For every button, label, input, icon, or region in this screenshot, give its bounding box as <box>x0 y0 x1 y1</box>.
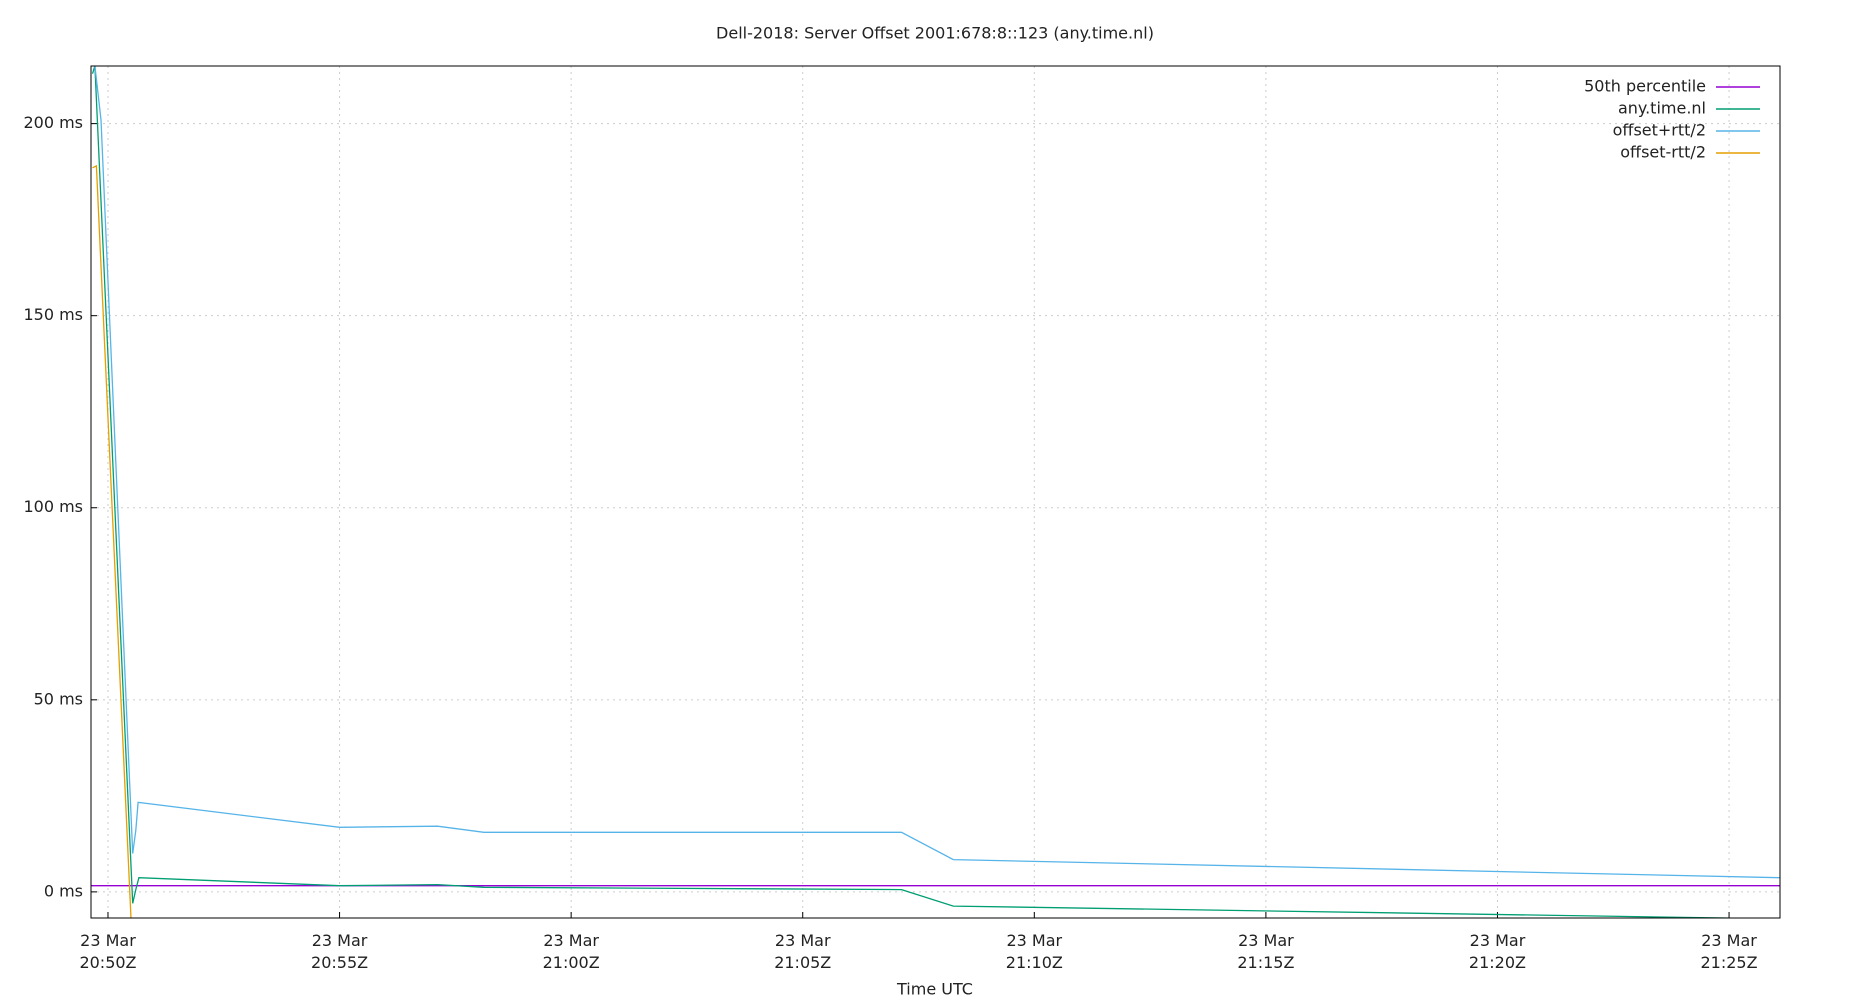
y-tick-label: 50 ms <box>34 689 83 708</box>
x-tick-label: 23 Mar 21:00Z <box>543 931 600 972</box>
x-tick-label: 23 Mar 21:05Z <box>774 931 831 972</box>
series-line <box>91 66 1749 918</box>
x-axis-label: Time UTC <box>896 980 973 999</box>
plot-lines <box>91 66 1780 918</box>
x-tick-label: 23 Mar 21:10Z <box>1006 931 1063 972</box>
plot-frame <box>90 65 1781 919</box>
x-tick-label: 23 Mar 21:20Z <box>1469 931 1526 972</box>
x-tick-label: 23 Mar 21:25Z <box>1701 931 1758 972</box>
legend-label: offset+rtt/2 <box>1613 121 1706 140</box>
chart-title: Dell-2018: Server Offset 2001:678:8::123… <box>716 24 1154 43</box>
legend-label: offset-rtt/2 <box>1620 143 1706 162</box>
y-tick-label: 150 ms <box>23 305 83 324</box>
legend-label: 50th percentile <box>1584 77 1706 96</box>
x-tick-label: 23 Mar 20:50Z <box>79 931 136 972</box>
series-line <box>92 164 132 918</box>
x-tick-label: 23 Mar 21:15Z <box>1237 931 1294 972</box>
y-tick-label: 100 ms <box>23 497 83 516</box>
legend-label: any.time.nl <box>1618 99 1706 118</box>
x-tick-label: 23 Mar 20:55Z <box>311 931 368 972</box>
y-tick-label: 0 ms <box>44 881 83 900</box>
series-line <box>94 66 1780 879</box>
y-tick-label: 200 ms <box>23 113 83 132</box>
